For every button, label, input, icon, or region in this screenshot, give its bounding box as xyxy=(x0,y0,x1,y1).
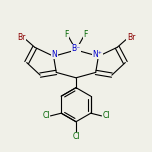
Text: Cl: Cl xyxy=(102,111,110,120)
Text: F: F xyxy=(64,30,69,39)
Text: Br: Br xyxy=(17,33,25,42)
Text: Cl: Cl xyxy=(72,132,80,142)
Text: F: F xyxy=(83,30,88,39)
Text: B⁻: B⁻ xyxy=(71,44,81,53)
Text: N⁺: N⁺ xyxy=(93,50,102,59)
Text: Cl: Cl xyxy=(42,111,50,120)
Text: N: N xyxy=(52,50,57,59)
Text: Br: Br xyxy=(127,33,135,42)
